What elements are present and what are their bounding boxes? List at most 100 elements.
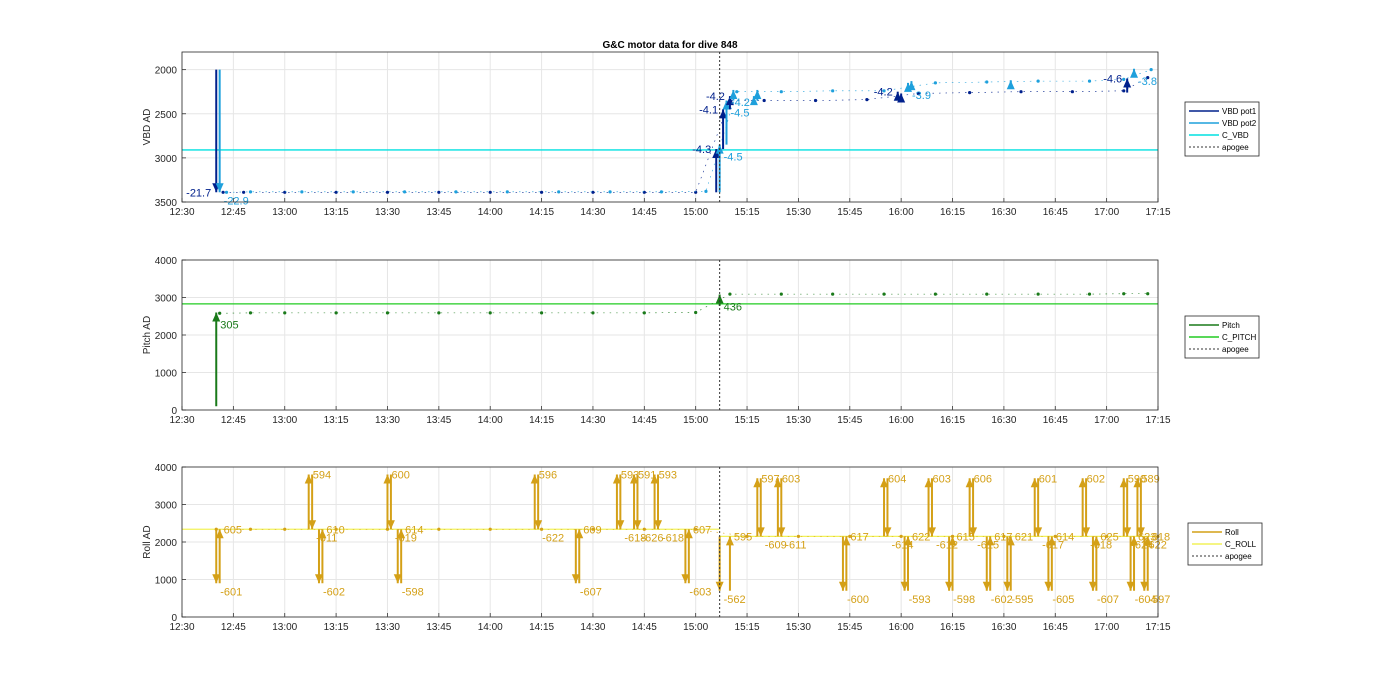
data-point [1036,79,1040,83]
data-point [437,527,441,531]
move-label: -22.9 [224,195,249,207]
arrow-head [945,581,954,591]
data-point [899,534,903,538]
x-tick-label: 15:00 [683,207,708,218]
data-point [933,292,938,296]
data-point [985,292,989,296]
y-tick-label: 3000 [155,154,178,165]
x-tick-label: 15:00 [683,622,708,633]
arrow-head [838,581,847,591]
x-tick-label: 16:00 [889,415,914,426]
move-label: 603 [933,473,951,485]
arrow-head [756,527,765,537]
arrow-head [927,527,936,537]
data-point [437,311,441,315]
move-label: 622 [912,531,930,543]
x-tick-label: 14:00 [478,622,503,633]
data-point [882,292,886,296]
x-tick-label: 14:00 [478,415,503,426]
arrow-head [1006,80,1015,90]
arrow-head [530,474,539,484]
move-label: 305 [220,320,238,332]
move-label: -4.5 [731,108,750,120]
legend-label: VBD pot2 [1222,119,1257,128]
arrow-head [1082,527,1091,537]
arrow-head [1123,527,1132,537]
data-point [334,190,338,194]
arrow-head [773,478,782,488]
data-point [694,190,698,194]
x-tick-label: 17:15 [1145,622,1170,633]
move-label: -4.1 [699,104,718,116]
move-label: -593 [909,594,931,606]
x-tick-label: 16:30 [991,415,1016,426]
y-tick-label: 0 [171,613,177,624]
arrow-head [725,536,734,546]
arrow-head [715,581,724,591]
data-point [557,190,561,194]
arrow-head [304,474,313,484]
move-label: 614 [1056,531,1074,543]
legend-label: C_PITCH [1222,333,1256,342]
y-tick-label: 4000 [155,463,178,474]
arrow-head [308,520,317,530]
data-point [1122,292,1126,296]
x-tick-label: 15:15 [735,415,760,426]
data-point [1105,534,1109,538]
data-point [694,527,698,531]
data-point [248,311,253,315]
arrow-head [654,520,663,530]
x-tick-label: 15:00 [683,415,708,426]
data-point [334,527,338,531]
x-tick-label: 15:45 [837,207,862,218]
move-label: 617 [850,531,868,543]
move-label: 607 [693,524,711,536]
arrow-head [1047,536,1056,546]
x-tick-label: 12:45 [221,415,246,426]
axes-frame [181,51,1159,203]
y-axis-label: Pitch AD [142,316,153,354]
data-point [248,190,253,194]
y-axis-label: VBD AD [142,109,153,146]
data-point [968,90,972,95]
data-point [728,292,732,296]
arrow-head [1006,536,1015,546]
y-tick-label: 1000 [155,576,178,587]
data-point [796,534,801,538]
arrow-head [1133,478,1142,488]
legend-label: apogee [1225,552,1252,561]
move-label: 625 [1100,531,1118,543]
data-point [1070,90,1074,94]
panel-3: 12:30 12:45 13:00 13:15 13:30 13:45 14:00 14:15… [142,463,1263,633]
x-tick-label: 15:45 [837,622,862,633]
arrow-head [1003,581,1012,591]
move-label: -604 [1135,594,1157,606]
x-tick-label: 16:15 [940,415,965,426]
arrow-head [1136,527,1145,537]
move-label: -3.8 [1138,76,1157,88]
data-point [283,527,287,531]
arrow-head [383,474,392,484]
data-point [608,190,612,194]
arrow-head [575,529,584,539]
move-label: -602 [323,586,345,598]
arrow-head [1034,527,1043,537]
x-tick-label: 14:30 [580,207,605,218]
x-tick-label: 14:45 [632,415,657,426]
move-label: -622 [542,532,564,544]
arrow-head [729,89,738,99]
data-point [1053,534,1057,538]
move-label: -607 [580,586,602,598]
y-tick-label: 0 [171,406,177,417]
y-tick-label: 1000 [155,369,178,380]
data-point [402,190,407,194]
x-tick-label: 12:30 [169,622,194,633]
move-label: -626 [641,532,663,544]
figure-title: G&C motor data for dive 848 [602,40,737,51]
x-tick-label: 13:30 [375,415,400,426]
legend-label: Roll [1225,528,1239,537]
move-label: -4.5 [724,152,743,164]
move-label: -601 [220,586,242,598]
data-point [642,527,646,531]
arrow-head [880,478,889,488]
